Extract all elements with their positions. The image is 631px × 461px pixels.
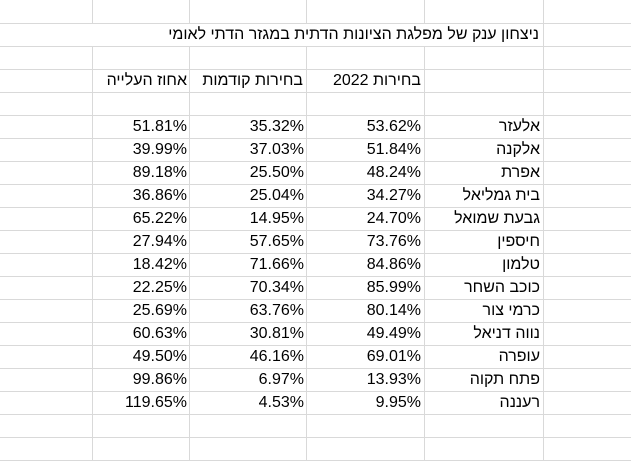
row-2022-cell[interactable]: 51.84% [366, 141, 421, 158]
row-name-cell[interactable]: אפרת [501, 164, 540, 181]
row-name-cell[interactable]: רעננה [499, 394, 540, 411]
row-2022-cell[interactable]: 34.27% [366, 187, 421, 204]
gridline [0, 115, 631, 116]
row-2022-cell[interactable]: 24.70% [366, 210, 421, 227]
row-previous-cell[interactable]: 4.53% [258, 394, 304, 411]
row-rise-cell[interactable]: 36.86% [132, 187, 187, 204]
row-rise-cell[interactable]: 22.25% [132, 279, 187, 296]
row-previous-cell[interactable]: 25.50% [249, 164, 304, 181]
row-2022-cell[interactable]: 69.01% [366, 348, 421, 365]
gridline [0, 92, 631, 93]
row-rise-cell[interactable]: 39.99% [132, 141, 187, 158]
gridline [0, 253, 631, 254]
row-rise-cell[interactable]: 51.81% [132, 118, 187, 135]
row-name-cell[interactable]: כרמי צור [482, 302, 540, 319]
row-rise-cell[interactable]: 27.94% [132, 233, 187, 250]
row-previous-cell[interactable]: 35.32% [249, 118, 304, 135]
row-previous-cell[interactable]: 30.81% [249, 325, 304, 342]
row-rise-cell[interactable]: 18.42% [132, 256, 187, 273]
row-name-cell[interactable]: חיספין [497, 233, 540, 250]
row-name-cell[interactable]: טלמון [502, 256, 540, 273]
row-name-cell[interactable]: אלעזר [498, 118, 540, 135]
row-2022-cell[interactable]: 48.24% [366, 164, 421, 181]
row-name-cell[interactable]: פתח תקוה [469, 371, 540, 388]
row-rise-cell[interactable]: 99.86% [132, 371, 187, 388]
row-previous-cell[interactable]: 71.66% [249, 256, 304, 273]
row-previous-cell[interactable]: 70.34% [249, 279, 304, 296]
row-previous-cell[interactable]: 6.97% [258, 371, 304, 388]
row-2022-cell[interactable]: 73.76% [366, 233, 421, 250]
row-rise-cell[interactable]: 89.18% [132, 164, 187, 181]
gridline [0, 391, 631, 392]
row-name-cell[interactable]: כוכב השחר [464, 279, 540, 296]
gridline [0, 161, 631, 162]
gridline [0, 414, 631, 415]
row-2022-cell[interactable]: 53.62% [366, 118, 421, 135]
row-previous-cell[interactable]: 57.65% [249, 233, 304, 250]
gridline [0, 345, 631, 346]
gridline [0, 46, 631, 47]
row-2022-cell[interactable]: 80.14% [366, 302, 421, 319]
row-name-cell[interactable]: עופרה [498, 348, 540, 365]
row-previous-cell[interactable]: 63.76% [249, 302, 304, 319]
gridline [0, 299, 631, 300]
row-previous-cell[interactable]: 37.03% [249, 141, 304, 158]
gridline [0, 138, 631, 139]
row-rise-cell[interactable]: 25.69% [132, 302, 187, 319]
row-rise-cell[interactable]: 60.63% [132, 325, 187, 342]
row-rise-cell[interactable]: 49.50% [132, 348, 187, 365]
gridline [0, 368, 631, 369]
row-name-cell[interactable]: בית גמליאל [462, 187, 540, 204]
gridline [0, 322, 631, 323]
gridline [0, 184, 631, 185]
gridline [0, 69, 631, 70]
sheet-title-cell[interactable]: ניצחון ענק של מפלגת הציונות הדתית במגזר … [59, 24, 539, 46]
row-previous-cell[interactable]: 14.95% [249, 210, 304, 227]
gridline [0, 437, 631, 438]
row-name-cell[interactable]: גבעת שמואל [454, 210, 540, 227]
row-name-cell[interactable]: נווה דניאל [473, 325, 540, 342]
gridline [0, 276, 631, 277]
gridline [0, 23, 631, 24]
gridline [0, 230, 631, 231]
row-rise-cell[interactable]: 119.65% [125, 394, 187, 411]
row-2022-cell[interactable]: 9.95% [375, 394, 421, 411]
gridline [0, 207, 631, 208]
row-rise-cell[interactable]: 65.22% [132, 210, 187, 227]
row-2022-cell[interactable]: 85.99% [366, 279, 421, 296]
row-previous-cell[interactable]: 46.16% [249, 348, 304, 365]
row-2022-cell[interactable]: 49.49% [366, 325, 421, 342]
row-2022-cell[interactable]: 84.86% [366, 256, 421, 273]
row-previous-cell[interactable]: 25.04% [249, 187, 304, 204]
row-2022-cell[interactable]: 13.93% [366, 371, 421, 388]
header-rise[interactable]: אחוז העלייה [93, 70, 189, 92]
header-previous[interactable]: בחירות קודמות [190, 70, 305, 92]
row-name-cell[interactable]: אלקנה [496, 141, 540, 158]
header-2022[interactable]: בחירות 2022 [307, 70, 423, 92]
